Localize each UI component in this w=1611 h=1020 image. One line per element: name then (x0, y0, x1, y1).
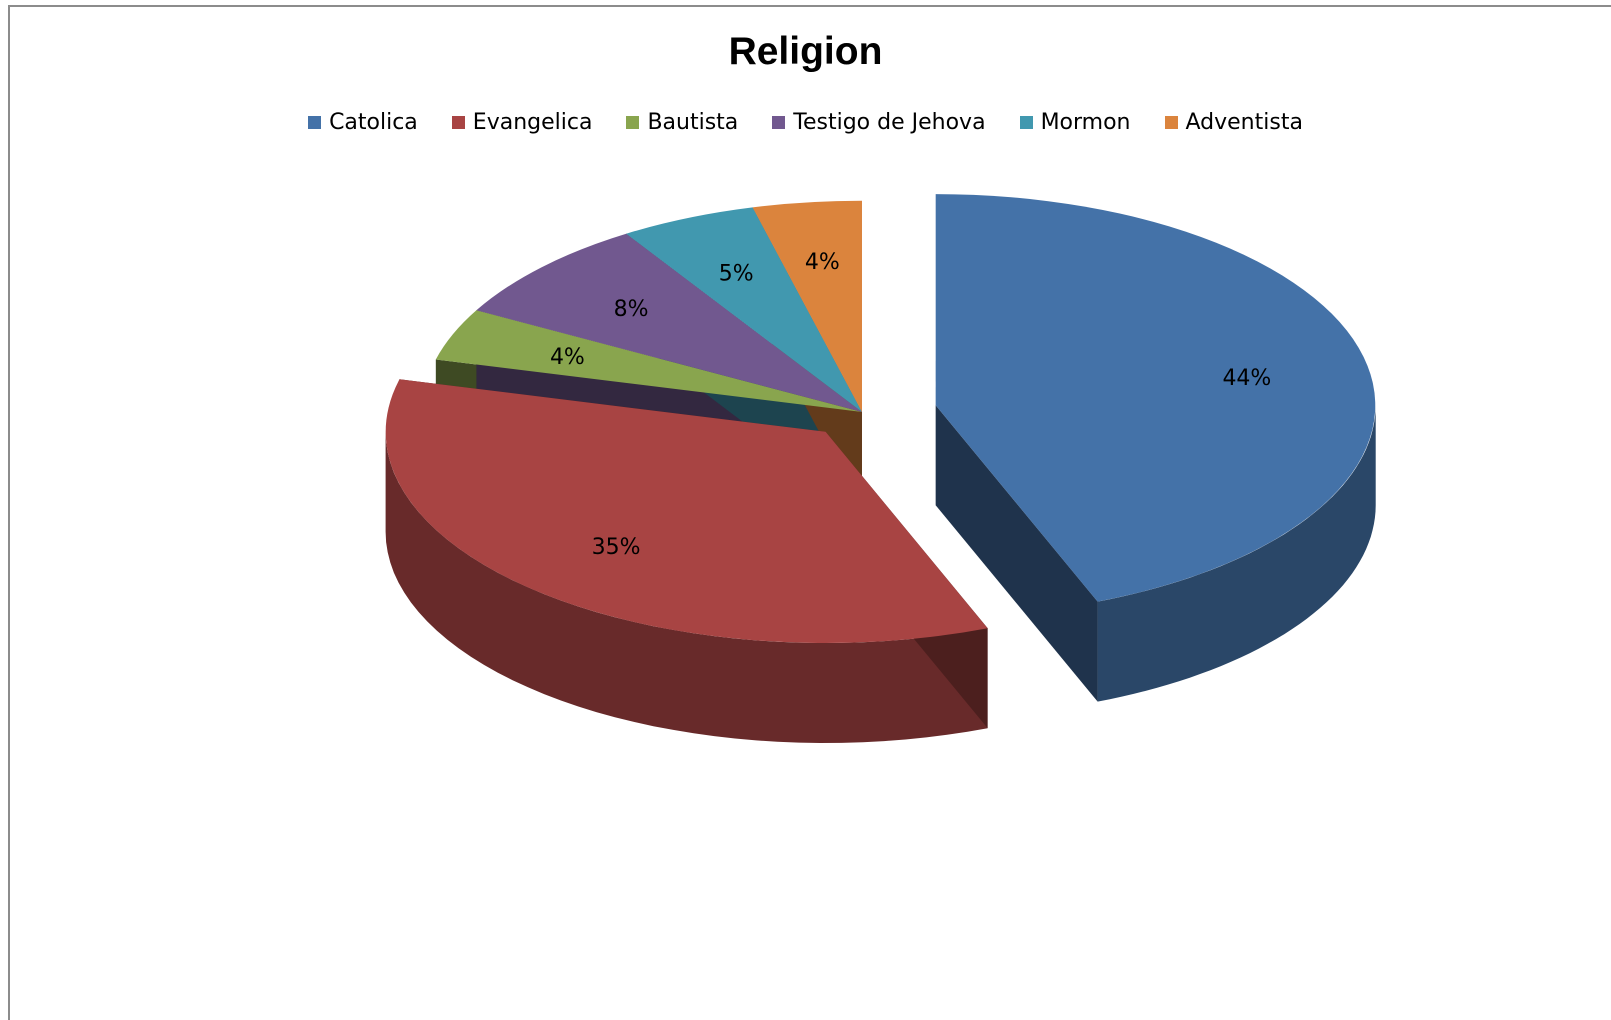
data-label-adventista: 4% (805, 250, 840, 275)
legend-item-adventista: Adventista (1164, 110, 1303, 135)
legend-label-bautista: Bautista (647, 110, 739, 135)
legend-item-mormon: Mormon (1019, 110, 1131, 135)
chart-title: Religion (728, 30, 883, 73)
legend-swatch-adventista (1164, 116, 1178, 129)
legend-item-testigo-de-jehova: Testigo de Jehova (772, 110, 986, 135)
data-label-evangelica: 35% (592, 535, 641, 560)
data-label-bautista: 4% (550, 345, 585, 370)
data-label-testigo-de-jehova: 8% (614, 297, 649, 322)
legend-label-mormon: Mormon (1040, 110, 1131, 135)
pie-side-end-cut-catolica (935, 405, 1098, 702)
pie-slice-evangelica (385, 379, 988, 644)
legend-swatch-mormon (1019, 116, 1033, 129)
pie-slice-testigo-de-jehova (476, 233, 862, 412)
legend-item-evangelica: Evangelica (451, 110, 593, 135)
legend-label-catolica: Catolica (329, 110, 418, 135)
legend-label-testigo-de-jehova: Testigo de Jehova (793, 110, 986, 135)
pie-slice-bautista (435, 310, 862, 412)
pie-slice-mormon (626, 207, 862, 412)
data-label-mormon: 5% (719, 261, 754, 286)
legend-swatch-bautista (626, 116, 640, 129)
legend-label-adventista: Adventista (1185, 110, 1303, 135)
pie-slice-adventista (752, 200, 862, 412)
legend-item-catolica: Catolica (308, 110, 418, 135)
legend: Catolica Evangelica Bautista Testigo de Jeh… (0, 110, 1611, 135)
legend-label-evangelica: Evangelica (472, 110, 593, 135)
legend-swatch-testigo-de-jehova (772, 116, 786, 129)
legend-swatch-catolica (308, 116, 322, 129)
pie-side-outer-catolica (1097, 405, 1376, 702)
legend-swatch-evangelica (451, 116, 465, 129)
pie-slice-catolica (935, 194, 1376, 602)
data-label-catolica: 44% (1222, 366, 1271, 391)
legend-item-bautista: Bautista (626, 110, 738, 135)
pie-side-outer-evangelica (385, 431, 988, 743)
